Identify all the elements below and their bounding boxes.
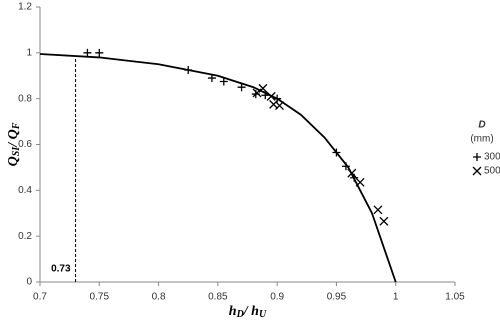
x-tick-label: 0.8 [152, 292, 166, 303]
plus-marker [83, 48, 92, 57]
x-tick-label: 1.05 [445, 292, 465, 303]
cross-marker [379, 216, 389, 226]
fit-curve [39, 53, 397, 283]
plus-marker [341, 162, 350, 171]
legend-marker [473, 153, 481, 161]
legend-title: D [478, 120, 485, 131]
plus-marker [261, 91, 270, 100]
cross-marker [258, 83, 268, 93]
y-axis-label-part: F [11, 122, 22, 130]
plus-marker [332, 148, 341, 157]
plus-marker [219, 77, 228, 86]
x-tick-label: 0.9 [270, 292, 284, 303]
cross-marker [347, 168, 357, 178]
x-tick-label: 1 [393, 292, 399, 303]
y-tick-label: 0 [26, 277, 32, 288]
y-tick-label: 0.6 [18, 139, 32, 150]
y-axis-label-part: Q [6, 156, 21, 166]
legend-label: 300 [484, 152, 500, 163]
legend-marker [472, 166, 482, 176]
x-axis-label-part: U [259, 309, 267, 320]
y-tick-label: 1.2 [18, 2, 32, 13]
y-axis-label-part: / Q [6, 129, 21, 148]
plus-marker [207, 74, 216, 83]
y-tick-label: 0.8 [18, 93, 32, 104]
cross-marker [355, 177, 365, 187]
legend-title: (mm) [470, 134, 493, 145]
x-tick-label: 0.95 [327, 292, 347, 303]
cross-marker [252, 88, 262, 98]
y-tick-label: 1 [26, 47, 32, 58]
x-tick-label: 0.75 [90, 292, 110, 303]
plus-marker [237, 83, 246, 92]
x-axis-label-part: D [236, 309, 244, 320]
x-axis-label-part: h [229, 304, 237, 319]
x-tick-label: 0.7 [33, 292, 47, 303]
y-tick-label: 0.2 [18, 231, 32, 242]
x-axis-label: hD/ hU [229, 304, 267, 320]
annotation-label: 0.73 [51, 264, 71, 275]
cross-marker [373, 205, 383, 215]
cross-marker [275, 101, 284, 111]
legend-label: 500 [484, 166, 500, 177]
x-tick-label: 0.85 [208, 292, 228, 303]
y-axis-label-part: SI [11, 146, 22, 157]
y-tick-label: 0.4 [18, 185, 32, 196]
cross-marker [266, 91, 276, 101]
plus-marker [184, 66, 193, 75]
plus-marker [95, 48, 104, 57]
x-axis-label-part: / h [243, 304, 259, 319]
y-axis-label: QSI/ QF [6, 122, 22, 166]
